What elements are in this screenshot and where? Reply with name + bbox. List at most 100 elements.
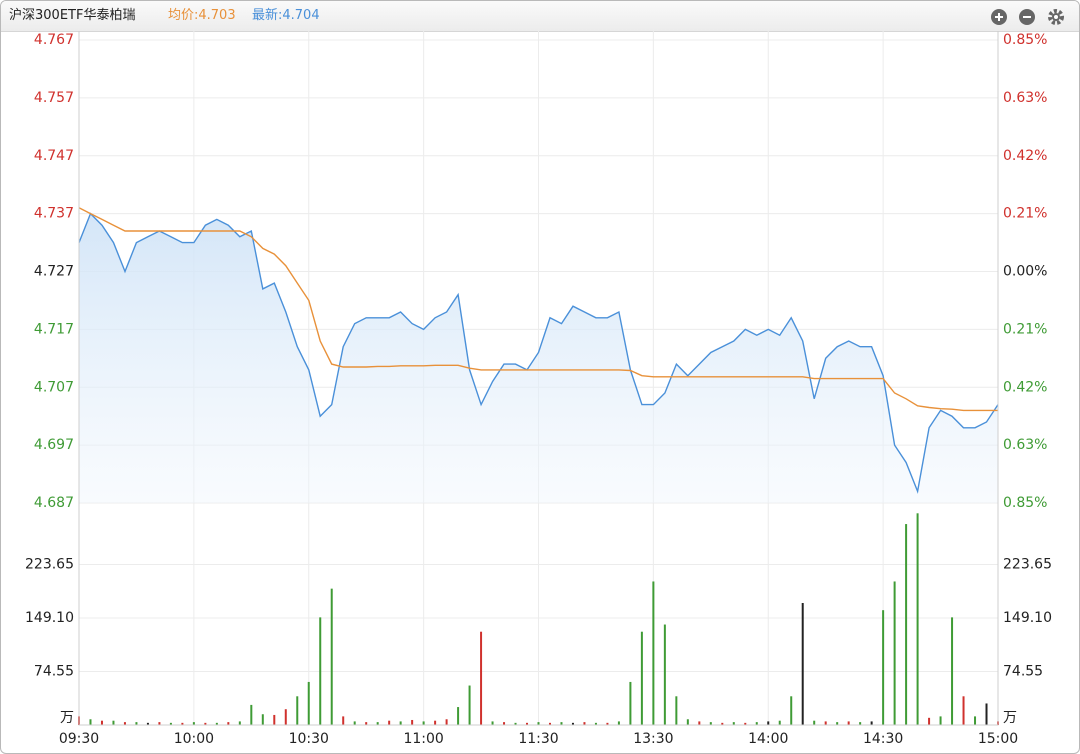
volume-bar <box>583 722 586 725</box>
y-tick-label: 4.727 <box>34 264 74 280</box>
settings-button[interactable] <box>1048 9 1064 25</box>
x-tick-label: 10:30 <box>289 731 329 747</box>
y-tick-label: 149.10 <box>25 610 74 626</box>
volume-bar <box>261 714 264 725</box>
volume-bar <box>905 524 908 725</box>
volume-bar <box>974 716 977 725</box>
y2-tick-label: 0.21% <box>1003 205 1047 221</box>
volume-bar <box>951 617 954 725</box>
volume-bar <box>594 722 597 725</box>
volume-bar <box>146 722 149 725</box>
toolbar-icons <box>991 9 1064 25</box>
volume-bar <box>526 722 529 725</box>
volume-bar <box>411 719 414 725</box>
volume-bar <box>755 722 758 725</box>
y2-tick-label: 74.55 <box>1003 664 1043 680</box>
y-tick-label: 4.767 <box>34 32 74 48</box>
volume-bar <box>503 722 506 725</box>
volume-bar <box>928 717 931 725</box>
volume-bar <box>744 722 747 725</box>
volume-bar <box>376 722 379 725</box>
volume-bar <box>204 722 207 725</box>
y2-tick-label: 0.00% <box>1003 264 1047 280</box>
y-tick-label: 4.737 <box>34 206 74 222</box>
volume-bar <box>514 722 517 725</box>
x-tick-label: 13:30 <box>633 731 673 747</box>
y-tick-label: 4.697 <box>34 437 74 453</box>
y-tick-label: 223.65 <box>25 557 74 573</box>
volume-bar <box>181 722 184 725</box>
volume-bar <box>698 721 701 725</box>
x-tick-label: 11:00 <box>403 731 443 747</box>
volume-bar <box>893 581 896 725</box>
volume-bar <box>985 703 988 725</box>
volume-bar <box>353 721 356 725</box>
y-tick-label: 4.717 <box>34 321 74 337</box>
volume-bar <box>250 704 253 725</box>
volume-bar <box>399 721 402 725</box>
volume-bar <box>135 722 138 725</box>
volume-bar <box>284 709 287 725</box>
volume-bar <box>123 722 126 725</box>
plot-frame <box>78 31 999 726</box>
y-tick-label: 4.757 <box>34 90 74 106</box>
volume-bar <box>663 624 666 725</box>
volume-bar <box>480 631 483 725</box>
volume-bar <box>296 696 299 725</box>
volume-bar <box>836 722 839 725</box>
x-tick-label: 15:00 <box>978 731 1018 747</box>
y2-tick-label: 0.85% <box>1003 32 1047 48</box>
volume-bar <box>169 722 172 725</box>
volume-bar <box>273 714 276 725</box>
zoom-out-button[interactable] <box>1019 9 1035 25</box>
last-price: 最新:4.704 <box>252 8 320 23</box>
volume-bar <box>227 722 230 725</box>
volume-bar <box>560 722 563 725</box>
volume-bar <box>686 719 689 725</box>
y2-tick-label: 万 <box>1003 710 1017 726</box>
volume-bar <box>916 513 919 725</box>
price-line <box>78 207 998 412</box>
volume-bar <box>882 610 885 725</box>
volume-bar <box>215 722 218 725</box>
volume-bar <box>571 722 574 725</box>
x-tick-label: 14:30 <box>863 731 903 747</box>
volume-bar <box>192 722 195 725</box>
x-tick-label: 14:00 <box>748 731 788 747</box>
price-area <box>79 213 998 503</box>
volume-bar <box>962 696 965 725</box>
volume-bar <box>342 716 345 725</box>
x-tick-label: 11:30 <box>518 731 558 747</box>
volume-bar <box>859 722 862 725</box>
volume-bar <box>388 720 391 725</box>
volume-bar <box>617 721 620 725</box>
y-tick-label: 4.747 <box>34 148 74 164</box>
volume-bar <box>824 721 827 725</box>
volume-bar <box>767 721 770 725</box>
x-tick-label: 09:30 <box>59 731 99 747</box>
avg-price: 均价:4.703 <box>168 8 236 23</box>
volume-bar <box>640 631 643 725</box>
volume-bar <box>468 685 471 725</box>
volume-bar <box>238 721 241 725</box>
volume-bar <box>870 721 873 725</box>
volume-bar <box>330 588 333 725</box>
zoom-in-button[interactable] <box>991 9 1007 25</box>
volume-bar <box>457 707 460 725</box>
y2-tick-label: 0.42% <box>1003 379 1047 395</box>
volume-bar <box>939 716 942 725</box>
title-bar: 沪深300ETF华泰柏瑞 均价:4.703 最新:4.704 <box>1 1 1079 32</box>
volume-bar <box>721 722 724 725</box>
volume-bar <box>307 681 310 725</box>
y2-tick-label: 0.21% <box>1003 322 1047 338</box>
volume-bar <box>319 617 322 725</box>
volume-bar <box>709 722 712 725</box>
price-line <box>78 212 999 494</box>
y2-tick-label: 0.85% <box>1003 495 1047 511</box>
title: 沪深300ETF华泰柏瑞 <box>9 8 136 23</box>
y-tick-label: 4.707 <box>34 379 74 395</box>
y2-tick-label: 223.65 <box>1003 557 1052 573</box>
volume-bar <box>445 719 448 725</box>
y-tick-label: 4.687 <box>34 495 74 511</box>
